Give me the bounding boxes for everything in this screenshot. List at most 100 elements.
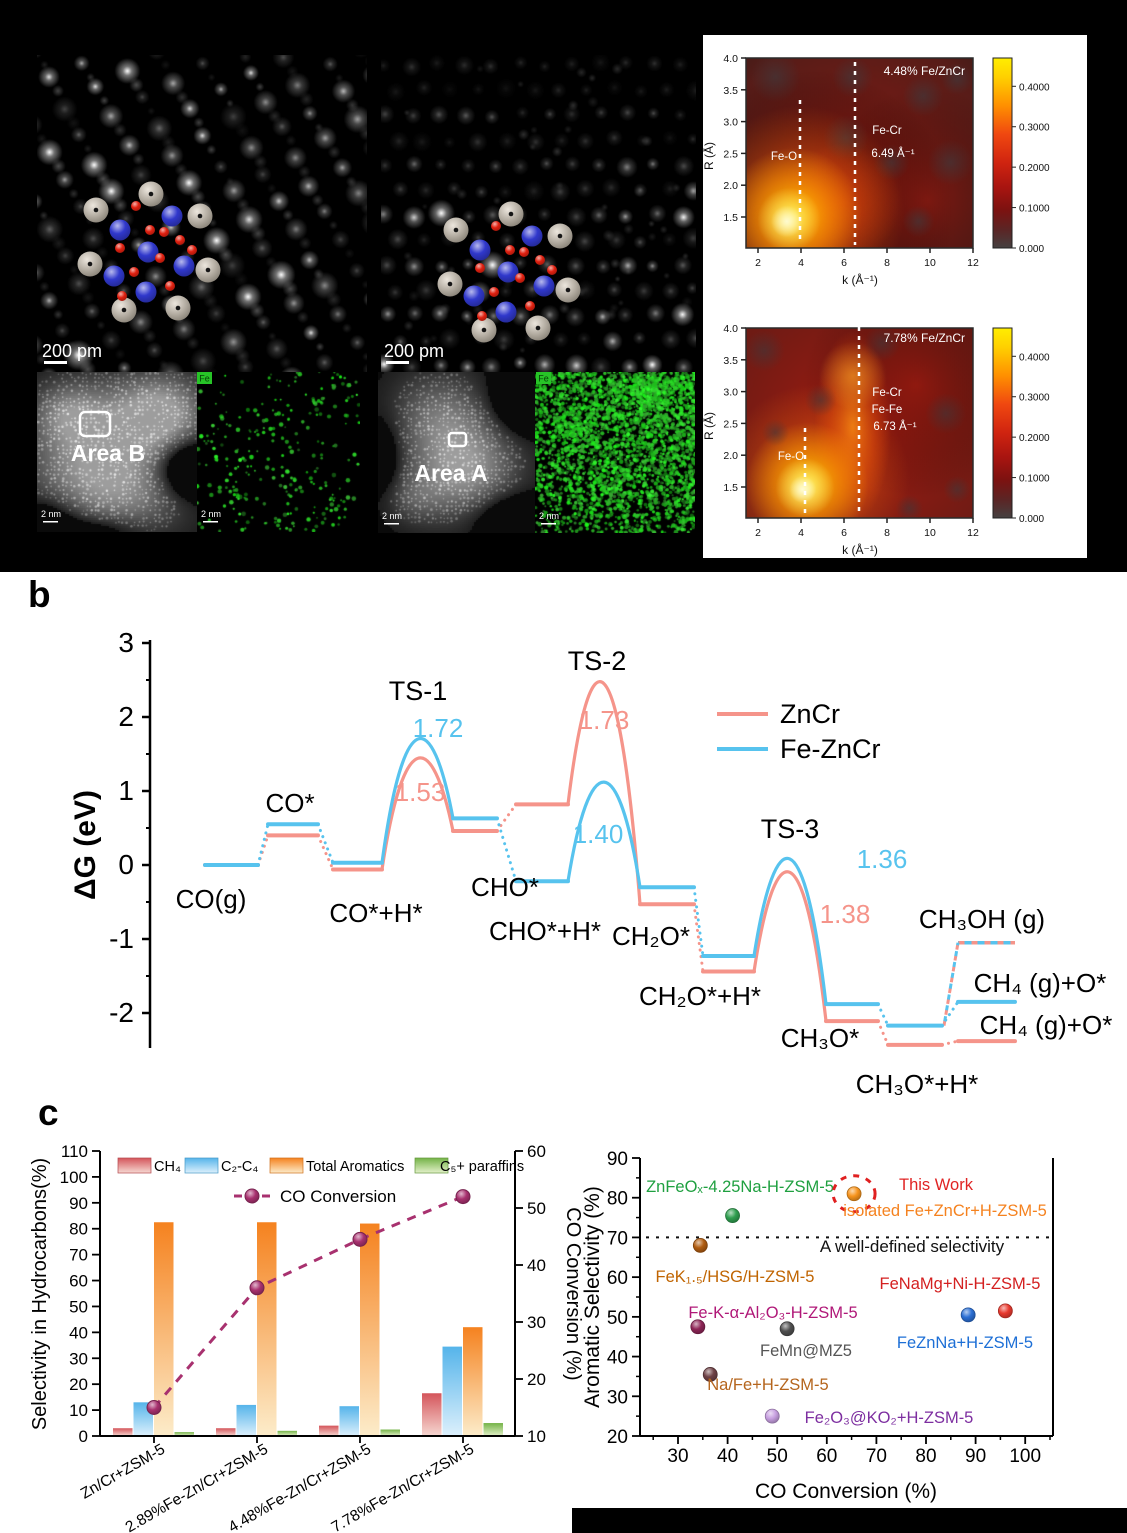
bar-Total Aromatics-2 [360, 1223, 380, 1436]
atom-center-dot [93, 207, 99, 213]
x-tick-label: 70 [866, 1446, 887, 1467]
x-tick-label: 10 [924, 527, 936, 539]
final-state-label: CH₄ (g)+O* [974, 968, 1107, 998]
oxygen-atom-red [505, 245, 515, 255]
scatter-point [846, 1186, 862, 1202]
legend-swatch [184, 1157, 219, 1174]
threshold-label: A well-defined selectivity [820, 1237, 1005, 1256]
ts-barrier-value: 1.73 [579, 705, 630, 735]
y-tick-label: 80 [607, 1189, 628, 1210]
right-tick-label: 40 [527, 1256, 546, 1275]
dotted-connector [316, 822, 335, 865]
shell-annotation: 6.73 Å⁻¹ [873, 420, 916, 433]
oxygen-atom-red [145, 225, 155, 235]
panel-c-label: c [38, 1092, 59, 1133]
colorbar-tick-label: 0.000 [1019, 514, 1044, 525]
oxygen-atom-red [175, 235, 185, 245]
right-tick-label: 30 [527, 1313, 546, 1332]
oxygen-atom-red [491, 221, 501, 231]
scale-bar [541, 523, 556, 525]
y-axis-title: Aromatic Selectivity (%) [581, 1186, 604, 1408]
metal-atom-blue [469, 239, 491, 261]
bar-C₅+ paraffins-3 [483, 1423, 503, 1436]
x-tick-label: 8 [884, 527, 890, 539]
stage-label: CH₃O* [781, 1023, 859, 1053]
bar-Total Aromatics-0 [154, 1222, 174, 1436]
legend-marker [244, 1188, 260, 1204]
scale-bar [203, 521, 218, 523]
colorbar-tick-label: 0.4000 [1019, 82, 1050, 93]
exafs-plots: 2 4 6 8 10 12 4.0 3.5 3.0 2.5 2.0 1.5 k (Å⁻¹) R (Å) 4.… [701, 53, 1050, 557]
legend-label: Fe-ZnCr [780, 734, 881, 764]
y-axis-title: ΔG (eV) [69, 790, 102, 900]
dotted-connector [940, 1000, 960, 1028]
x-tick-label: 90 [965, 1446, 986, 1467]
shell-annotation: 6.49 Å⁻¹ [871, 147, 914, 160]
atomic-model-overlay [437, 201, 581, 343]
eds-fe-map-area-a [535, 372, 695, 533]
right-axis-title: CO Conversion (%) [562, 1207, 584, 1380]
oxygen-atom-red [115, 243, 125, 253]
bottom-black-bar [572, 1508, 1127, 1533]
wavelet-exafs-heatmap-448 [746, 58, 973, 248]
metal-atom-blue [137, 241, 159, 263]
y-tick-label: 3.0 [723, 387, 738, 399]
oxygen-atom-red [547, 265, 557, 275]
colorbar-tick-label: 0.1000 [1019, 204, 1050, 215]
bar-C₂-C₄-1 [236, 1404, 256, 1436]
colorbar [992, 57, 1013, 249]
scatter-point [725, 1208, 740, 1223]
y-tick-label: 3.5 [723, 355, 738, 367]
x-axis-title: k (Å⁻¹) [842, 542, 878, 557]
scatter-point-label: FeNaMg+Ni-H-ZSM-5 [880, 1275, 1041, 1293]
stage-label: CO*+H* [329, 898, 422, 928]
atom-center-dot [148, 191, 154, 197]
scale-bar [386, 361, 409, 364]
co-conversion-marker [455, 1189, 471, 1205]
metal-atom-blue [521, 225, 543, 247]
scatter-point-label: Fe-K-α-Al₂O₃-H-ZSM-5 [688, 1304, 857, 1322]
y-tick-label: 1.5 [723, 482, 738, 494]
y-axis-title: R (Å) [701, 142, 716, 170]
panel-b-label: b [28, 574, 51, 615]
y-tick-label: 3.0 [723, 117, 738, 129]
colorbar-tick-label: 0.2000 [1019, 433, 1050, 444]
x-tick-label: 10 [924, 257, 936, 269]
metal-atom-blue [103, 265, 125, 287]
bar-CH₄-2 [319, 1425, 339, 1436]
metal-atom-blue [109, 219, 131, 241]
transition-state-arc [566, 780, 642, 888]
y-tick-label: 40 [607, 1348, 628, 1369]
bar-C₂-C₄-2 [339, 1406, 359, 1436]
y-tick-label: 2.5 [723, 418, 738, 430]
left-tick-label: 30 [69, 1349, 88, 1368]
atom-center-dot [87, 261, 93, 267]
x-tick-label: 80 [915, 1446, 936, 1467]
final-state-label: CH₄ (g)+O* [980, 1010, 1113, 1040]
ts-label: TS-2 [568, 646, 627, 676]
legend-swatch [269, 1157, 304, 1174]
scale-bar-label: 2 nm [539, 511, 559, 521]
shell-annotation: Fe-Cr [872, 125, 902, 137]
x-tick-label: 4 [798, 527, 804, 539]
left-tick-label: 40 [69, 1323, 88, 1342]
scatter-point-label: Na/Fe+H-ZSM-5 [707, 1376, 828, 1394]
y-tick-label: 1 [118, 775, 134, 806]
right-tick-label: 20 [527, 1370, 546, 1389]
x-tick-label: 12 [967, 257, 979, 269]
scatter-point-label: This Work [899, 1176, 974, 1194]
area-b-label: Area B [71, 440, 145, 466]
bar-C₅+ paraffins-2 [380, 1429, 400, 1436]
final-state-label: CH₃OH (g) [919, 904, 1045, 934]
bar-Total Aromatics-1 [257, 1222, 277, 1436]
dotted-connector [876, 1002, 890, 1028]
left-tick-label: 10 [69, 1401, 88, 1420]
transition-state-arc [752, 870, 828, 1022]
y-tick-label: 90 [607, 1149, 628, 1170]
atom-center-dot [447, 281, 453, 287]
oxygen-atom-red [515, 273, 525, 283]
x-tick-label: 2 [755, 257, 761, 269]
bar-Total Aromatics-3 [463, 1327, 483, 1436]
exafs-plot-1: 2 4 6 8 10 12 4.0 3.5 3.0 2.5 2.0 1.5 k (Å⁻¹) R (Å) 7.… [701, 323, 1050, 557]
